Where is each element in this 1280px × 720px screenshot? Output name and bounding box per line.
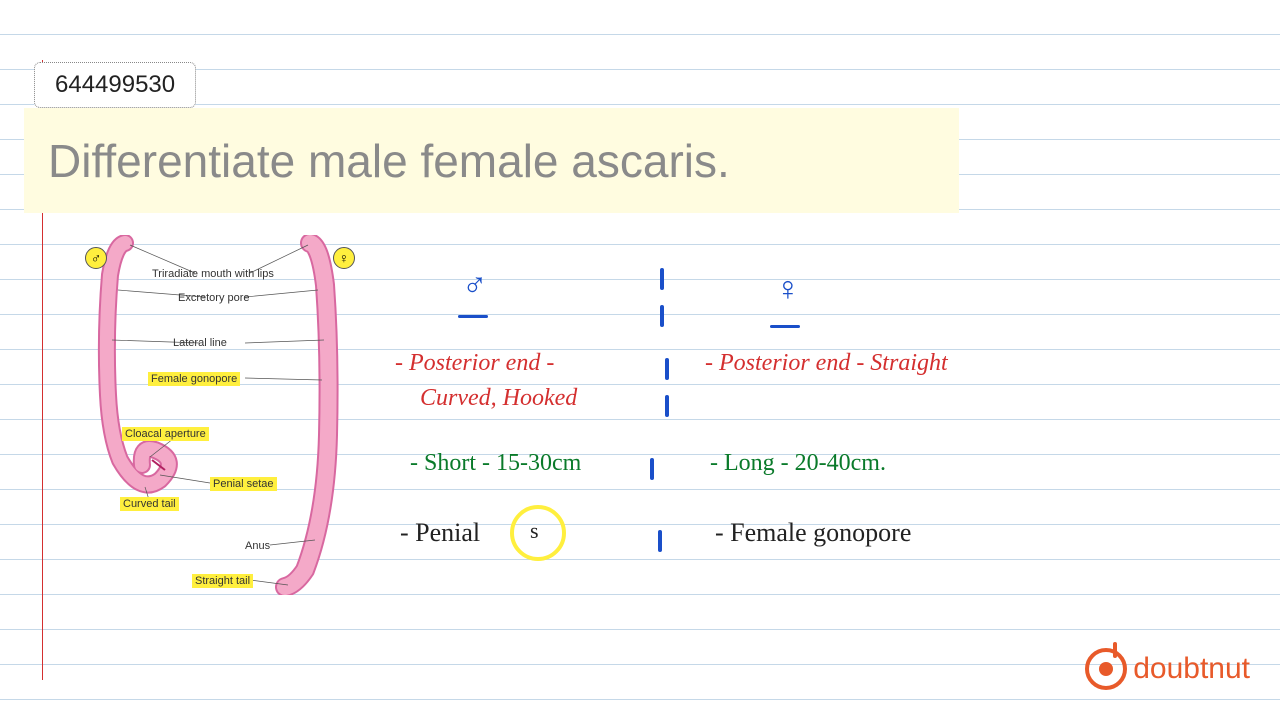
female-underline bbox=[770, 325, 800, 328]
label-straight: Straight tail bbox=[192, 574, 253, 588]
divider-1 bbox=[660, 268, 664, 290]
title-container: Differentiate male female ascaris. bbox=[24, 108, 959, 213]
male-posterior-2: Curved, Hooked bbox=[420, 385, 577, 412]
divider-2 bbox=[660, 305, 664, 327]
diagram-svg bbox=[70, 235, 360, 595]
label-cloacal: Cloacal aperture bbox=[122, 427, 209, 441]
divider-4 bbox=[665, 395, 669, 417]
male-length: - Short - 15-30cm bbox=[410, 450, 581, 477]
male-feature: - Penial bbox=[400, 518, 480, 548]
divider-6 bbox=[658, 530, 662, 552]
male-badge: ♂ bbox=[85, 247, 107, 269]
label-triradiate: Triradiate mouth with lips bbox=[152, 268, 274, 280]
doubtnut-logo: doubtnut bbox=[1085, 648, 1250, 690]
label-excretory: Excretory pore bbox=[178, 292, 250, 304]
label-curved: Curved tail bbox=[120, 497, 179, 511]
male-symbol: ♂ bbox=[462, 265, 488, 304]
logo-icon bbox=[1085, 648, 1127, 690]
female-badge: ♀ bbox=[333, 247, 355, 269]
question-id: 644499530 bbox=[34, 62, 196, 108]
title-text: Differentiate male female ascaris. bbox=[48, 134, 730, 188]
ascaris-diagram: ♂ ♀ Triradiate mouth with lips Excretory… bbox=[70, 235, 360, 595]
label-anus: Anus bbox=[245, 540, 270, 552]
female-feature: - Female gonopore bbox=[715, 518, 911, 548]
female-length: - Long - 20-40cm. bbox=[710, 450, 886, 477]
cursor-highlight-circle bbox=[510, 505, 566, 561]
divider-3 bbox=[665, 358, 669, 380]
male-underline bbox=[458, 315, 488, 318]
female-posterior: - Posterior end - Straight bbox=[705, 350, 948, 377]
divider-5 bbox=[650, 458, 654, 480]
label-gonopore: Female gonopore bbox=[148, 372, 240, 386]
female-symbol: ♀ bbox=[775, 270, 801, 309]
label-penial: Penial setae bbox=[210, 477, 277, 491]
male-posterior-1: - Posterior end - bbox=[395, 350, 554, 377]
label-lateral: Lateral line bbox=[173, 337, 227, 349]
logo-text: doubtnut bbox=[1133, 652, 1250, 686]
